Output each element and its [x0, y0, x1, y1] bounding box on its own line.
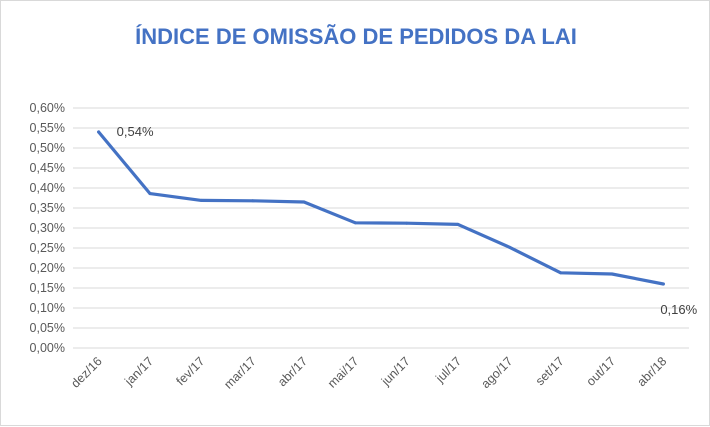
x-tick-label: mai/17: [325, 354, 361, 390]
data-point: [148, 192, 152, 196]
y-tick-label: 0,25%: [30, 241, 65, 255]
series: [97, 130, 665, 286]
data-point: [97, 130, 101, 134]
data-point: [405, 221, 409, 225]
y-tick-label: 0,15%: [30, 281, 65, 295]
x-tick-label: fev/17: [173, 354, 207, 388]
data-point: [610, 272, 614, 276]
chart-title: ÍNDICE DE OMISSÃO DE PEDIDOS DA LAI: [135, 24, 577, 49]
y-tick-label: 0,35%: [30, 201, 65, 215]
x-tick-label: dez/16: [68, 354, 104, 390]
x-tick-label: jan/17: [121, 354, 156, 389]
data-point: [559, 271, 563, 275]
y-tick-label: 0,40%: [30, 181, 65, 195]
x-tick-label: mar/17: [221, 354, 258, 391]
series-line: [97, 130, 665, 286]
data-point: [302, 200, 306, 204]
data-labels: 0,54% 0,16%: [117, 124, 698, 317]
data-label: 0,54%: [117, 124, 154, 139]
x-tick-label: jul/17: [432, 354, 464, 386]
x-tick-label: abr/17: [275, 354, 310, 389]
x-tick-label: abr/18: [634, 354, 669, 389]
data-point: [251, 199, 255, 203]
y-tick-label: 0,00%: [30, 341, 65, 355]
data-point: [456, 222, 460, 226]
y-tick-label: 0,50%: [30, 141, 65, 155]
y-tick-label: 0,20%: [30, 261, 65, 275]
y-axis-ticks: 0,00% 0,05% 0,10% 0,15% 0,20% 0,25% 0,30% 0,35%…: [30, 101, 65, 355]
data-point: [199, 198, 203, 202]
x-tick-label: ago/17: [479, 354, 516, 391]
x-tick-label: out/17: [584, 354, 619, 389]
x-tick-label: jun/17: [378, 354, 413, 389]
y-tick-label: 0,55%: [30, 121, 65, 135]
gridlines: [73, 107, 689, 349]
data-label: 0,16%: [660, 302, 697, 317]
y-tick-label: 0,45%: [30, 161, 65, 175]
y-tick-label: 0,05%: [30, 321, 65, 335]
data-point: [507, 245, 511, 249]
x-tick-label: set/17: [533, 354, 567, 388]
data-point: [661, 282, 665, 286]
y-tick-label: 0,60%: [30, 101, 65, 115]
x-axis-ticks: dez/16 jan/17 fev/17 mar/17 abr/17 mai/17 jun/…: [68, 354, 669, 391]
y-tick-label: 0,30%: [30, 221, 65, 235]
y-tick-label: 0,10%: [30, 301, 65, 315]
data-point: [353, 221, 357, 225]
